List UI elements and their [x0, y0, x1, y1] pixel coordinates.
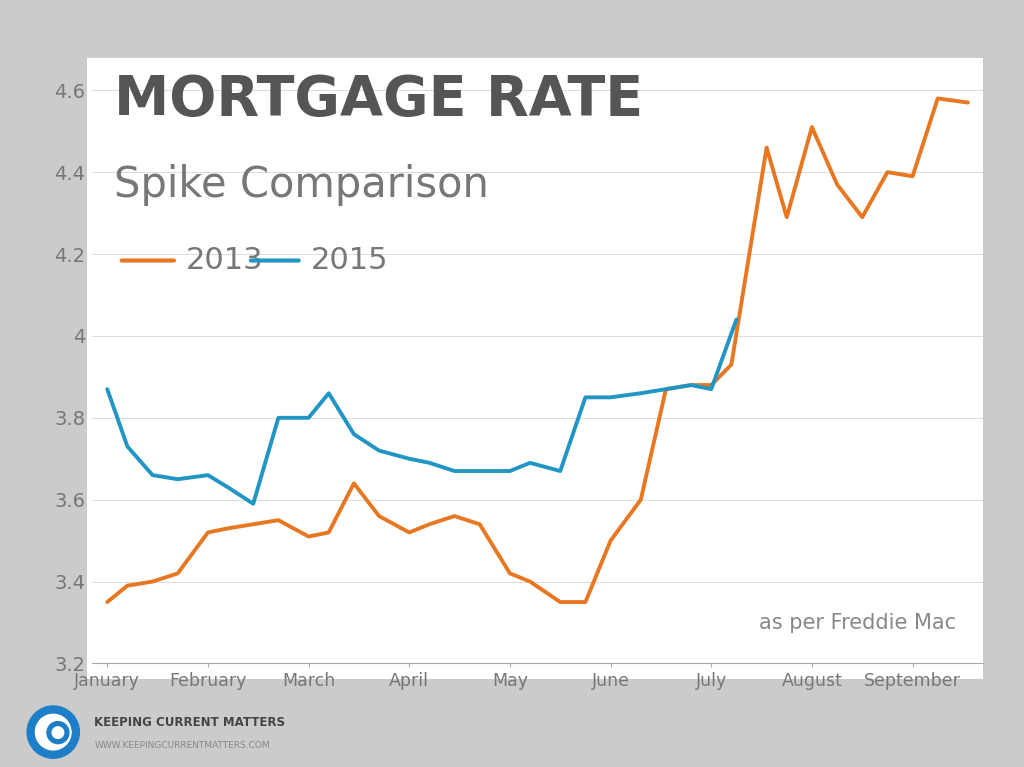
- Circle shape: [52, 727, 63, 739]
- Text: KEEPING CURRENT MATTERS: KEEPING CURRENT MATTERS: [94, 716, 286, 729]
- Text: WWW.KEEPINGCURRENTMATTERS.COM: WWW.KEEPINGCURRENTMATTERS.COM: [94, 741, 270, 750]
- Text: Spike Comparison: Spike Comparison: [115, 163, 489, 206]
- Circle shape: [47, 722, 69, 744]
- Text: as per Freddie Mac: as per Freddie Mac: [759, 613, 956, 634]
- Circle shape: [27, 706, 80, 759]
- Text: 2013: 2013: [185, 246, 263, 275]
- Text: 2015: 2015: [310, 246, 388, 275]
- Text: MORTGAGE RATE: MORTGAGE RATE: [115, 73, 644, 127]
- Circle shape: [36, 714, 71, 750]
